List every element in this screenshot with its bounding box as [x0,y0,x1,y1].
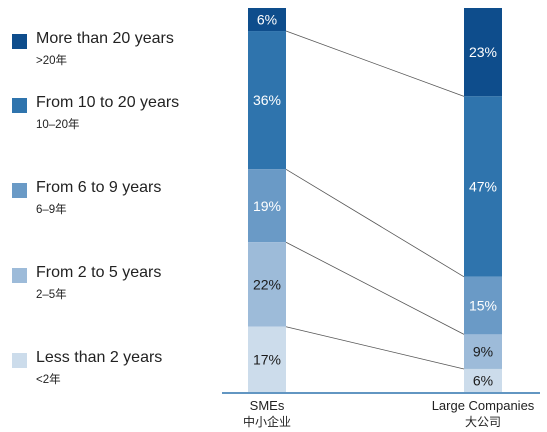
legend-label: From 10 to 20 years [36,94,180,111]
data-label: 15% [469,298,497,314]
data-label: 22% [253,276,281,292]
legend-label-cn: <2年 [36,374,61,386]
bar-segment [464,276,502,335]
value-labels: 6% 36% 19% 22% 17% 23% 47% 15% 9% 6% [253,12,497,389]
legend-label-cn: >20年 [36,55,68,67]
bars-layer [248,8,502,392]
bar-segment [464,8,502,97]
legend-swatch [12,34,27,49]
connector-line [285,168,465,278]
legend-label: From 6 to 9 years [36,179,162,196]
data-label: 6% [473,372,493,388]
data-label: 6% [257,12,277,28]
legend-swatch [12,98,27,113]
category-label-cn: 大公司 [465,415,501,429]
legend-label: More than 20 years [36,30,174,47]
data-label: 47% [469,179,497,195]
data-label: 9% [473,344,493,360]
data-label: 36% [253,92,281,108]
category-label: SMEs [250,398,285,413]
legend-label: Less than 2 years [36,349,163,366]
bar-segment [464,334,502,369]
legend-label-cn: 2–5年 [36,289,67,301]
connector-line [285,241,465,335]
bar-segment [464,96,502,277]
bar-segment [248,31,286,170]
connector-lines [285,30,465,370]
category-label-cn: 中小企业 [243,414,291,429]
bar-segment [248,242,286,327]
legend-label: From 2 to 5 years [36,264,162,281]
connector-line [285,326,465,370]
legend-label-cn: 6–9年 [36,204,67,216]
category-label: Large Companies [432,398,535,413]
bar-segment [464,368,502,392]
data-label: 17% [253,351,281,367]
legend-swatch [12,268,27,283]
legend-swatch [12,353,27,368]
bar-segment [248,326,286,392]
legend-swatch [12,183,27,198]
data-label: 23% [469,44,497,60]
connector-line [285,30,465,97]
bar-segment [248,169,286,243]
legend-label-cn: 10–20年 [36,119,80,131]
data-label: 19% [253,198,281,214]
bar-segment [248,8,286,32]
